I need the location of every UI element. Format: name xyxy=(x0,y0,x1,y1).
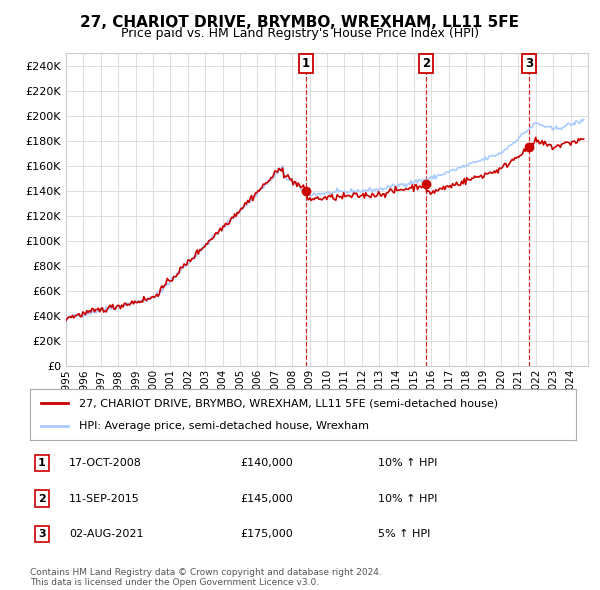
Text: 5% ↑ HPI: 5% ↑ HPI xyxy=(378,529,430,539)
Text: £140,000: £140,000 xyxy=(240,458,293,468)
Text: 10% ↑ HPI: 10% ↑ HPI xyxy=(378,458,437,468)
Text: Contains HM Land Registry data © Crown copyright and database right 2024.
This d: Contains HM Land Registry data © Crown c… xyxy=(30,568,382,587)
Text: 11-SEP-2015: 11-SEP-2015 xyxy=(69,494,140,503)
Text: 27, CHARIOT DRIVE, BRYMBO, WREXHAM, LL11 5FE (semi-detached house): 27, CHARIOT DRIVE, BRYMBO, WREXHAM, LL11… xyxy=(79,398,498,408)
Text: 2: 2 xyxy=(38,494,46,503)
Text: £145,000: £145,000 xyxy=(240,494,293,503)
Text: 1: 1 xyxy=(38,458,46,468)
Text: 3: 3 xyxy=(38,529,46,539)
Text: 10% ↑ HPI: 10% ↑ HPI xyxy=(378,494,437,503)
Text: 02-AUG-2021: 02-AUG-2021 xyxy=(69,529,143,539)
Text: 27, CHARIOT DRIVE, BRYMBO, WREXHAM, LL11 5FE: 27, CHARIOT DRIVE, BRYMBO, WREXHAM, LL11… xyxy=(80,15,520,30)
Text: 1: 1 xyxy=(302,57,310,70)
Text: HPI: Average price, semi-detached house, Wrexham: HPI: Average price, semi-detached house,… xyxy=(79,421,369,431)
Text: 17-OCT-2008: 17-OCT-2008 xyxy=(69,458,142,468)
Text: Price paid vs. HM Land Registry's House Price Index (HPI): Price paid vs. HM Land Registry's House … xyxy=(121,27,479,40)
Text: 2: 2 xyxy=(422,57,430,70)
Text: £175,000: £175,000 xyxy=(240,529,293,539)
Text: 3: 3 xyxy=(525,57,533,70)
